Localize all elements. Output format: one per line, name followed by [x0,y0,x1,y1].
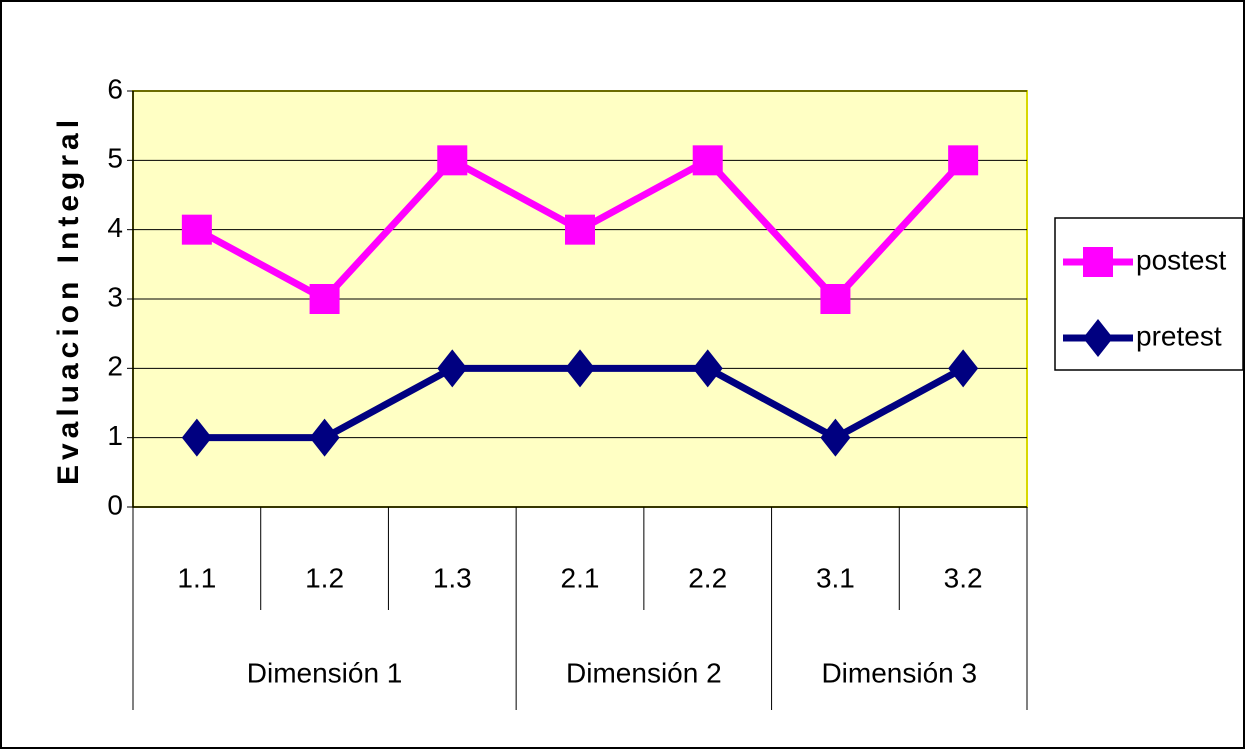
legend-label: postest [1136,244,1226,275]
point [692,349,723,388]
point [820,418,851,457]
group-label: Dimensión 2 [566,657,722,688]
x-tick-label: 1.2 [305,562,344,593]
y-tick-label: 0 [107,489,123,520]
group-label: Dimensión 3 [821,657,977,688]
point [309,284,340,314]
y-tick-label: 1 [107,420,123,451]
y-tick-label: 2 [107,351,123,382]
legend [1054,217,1244,371]
legend-marker [1083,319,1113,357]
y-tick-label: 4 [107,212,123,243]
point [948,349,979,388]
x-tick-label: 2.2 [688,562,727,593]
legend-label: pretest [1136,320,1222,351]
x-tick-label: 3.1 [816,562,855,593]
x-tick-label: 1.1 [177,562,216,593]
y-axis-label: Evaluacion Integral [52,115,85,485]
point [309,418,340,457]
point [565,214,595,245]
point [565,349,595,388]
group-label: Dimensión 1 [247,657,403,688]
point [181,214,212,245]
y-tick-label: 6 [107,73,123,104]
y-tick-label: 5 [107,143,123,174]
point [820,284,851,314]
legend-marker [1083,247,1113,277]
y-tick-label: 3 [107,281,123,312]
point [437,145,468,176]
x-tick-label: 2.1 [561,562,600,593]
x-tick-label: 3.2 [944,562,983,593]
point [437,349,468,388]
point [181,418,212,457]
x-tick-label: 1.3 [433,562,472,593]
point [692,145,723,176]
point [948,145,979,176]
